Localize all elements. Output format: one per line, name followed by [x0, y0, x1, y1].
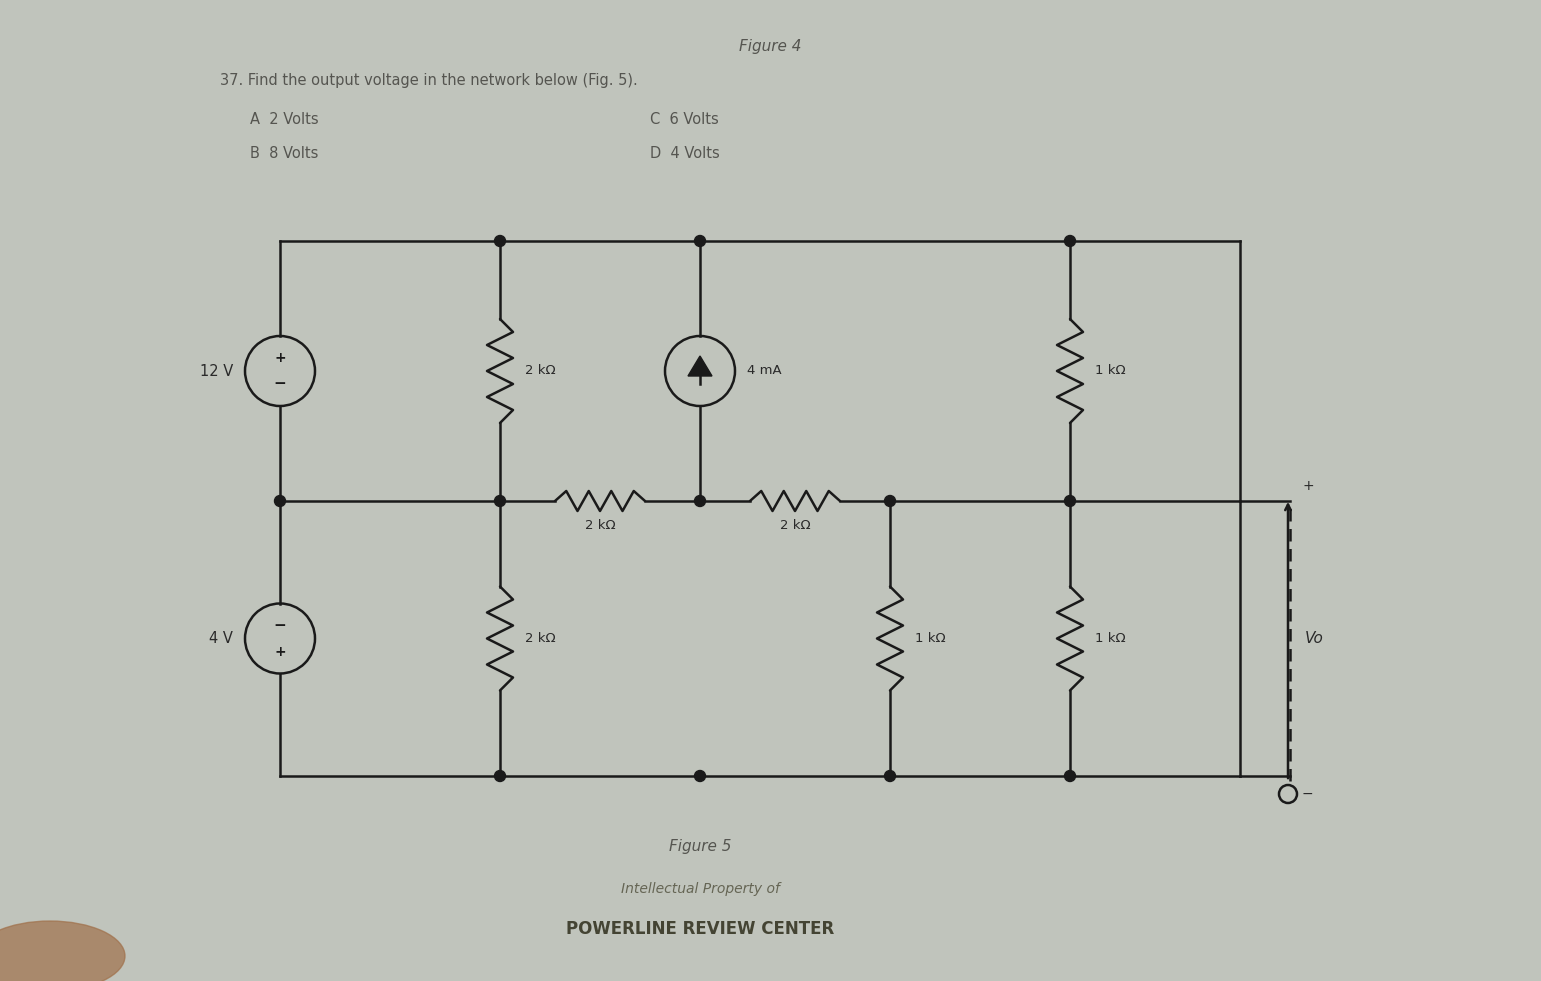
Text: A  2 Volts: A 2 Volts: [250, 112, 319, 127]
Text: Intellectual Property of: Intellectual Property of: [621, 882, 780, 896]
Circle shape: [885, 495, 895, 506]
Text: 1 kΩ: 1 kΩ: [1096, 365, 1125, 378]
Circle shape: [695, 495, 706, 506]
Circle shape: [495, 770, 505, 782]
Circle shape: [495, 235, 505, 246]
Circle shape: [495, 495, 505, 506]
Polygon shape: [687, 356, 712, 376]
Text: 4 mA: 4 mA: [747, 365, 781, 378]
Circle shape: [1065, 235, 1076, 246]
Text: 2 kΩ: 2 kΩ: [584, 519, 615, 532]
Text: 2 kΩ: 2 kΩ: [525, 365, 556, 378]
Text: −: −: [1302, 787, 1313, 801]
Text: POWERLINE REVIEW CENTER: POWERLINE REVIEW CENTER: [566, 920, 834, 938]
Text: 2 kΩ: 2 kΩ: [525, 632, 556, 645]
Circle shape: [695, 770, 706, 782]
Text: −: −: [274, 377, 287, 391]
Text: +: +: [1302, 479, 1313, 493]
Text: B  8 Volts: B 8 Volts: [250, 145, 319, 161]
Circle shape: [1065, 770, 1076, 782]
Text: 2 kΩ: 2 kΩ: [780, 519, 811, 532]
Text: 1 kΩ: 1 kΩ: [1096, 632, 1125, 645]
Circle shape: [1065, 495, 1076, 506]
Text: D  4 Volts: D 4 Volts: [650, 145, 720, 161]
Circle shape: [274, 495, 285, 506]
Text: 37. Find the output voltage in the network below (Fig. 5).: 37. Find the output voltage in the netwo…: [220, 74, 638, 88]
Text: 12 V: 12 V: [200, 364, 233, 379]
Text: −: −: [274, 618, 287, 633]
Text: Figure 4: Figure 4: [738, 38, 801, 54]
Text: 4 V: 4 V: [210, 631, 233, 646]
Ellipse shape: [0, 921, 125, 981]
Text: Vo: Vo: [1305, 631, 1324, 646]
Text: +: +: [274, 351, 285, 365]
Circle shape: [885, 770, 895, 782]
Text: 1 kΩ: 1 kΩ: [915, 632, 946, 645]
Text: +: +: [274, 645, 285, 658]
Text: C  6 Volts: C 6 Volts: [650, 112, 718, 127]
Text: Figure 5: Figure 5: [669, 839, 732, 853]
Circle shape: [695, 235, 706, 246]
